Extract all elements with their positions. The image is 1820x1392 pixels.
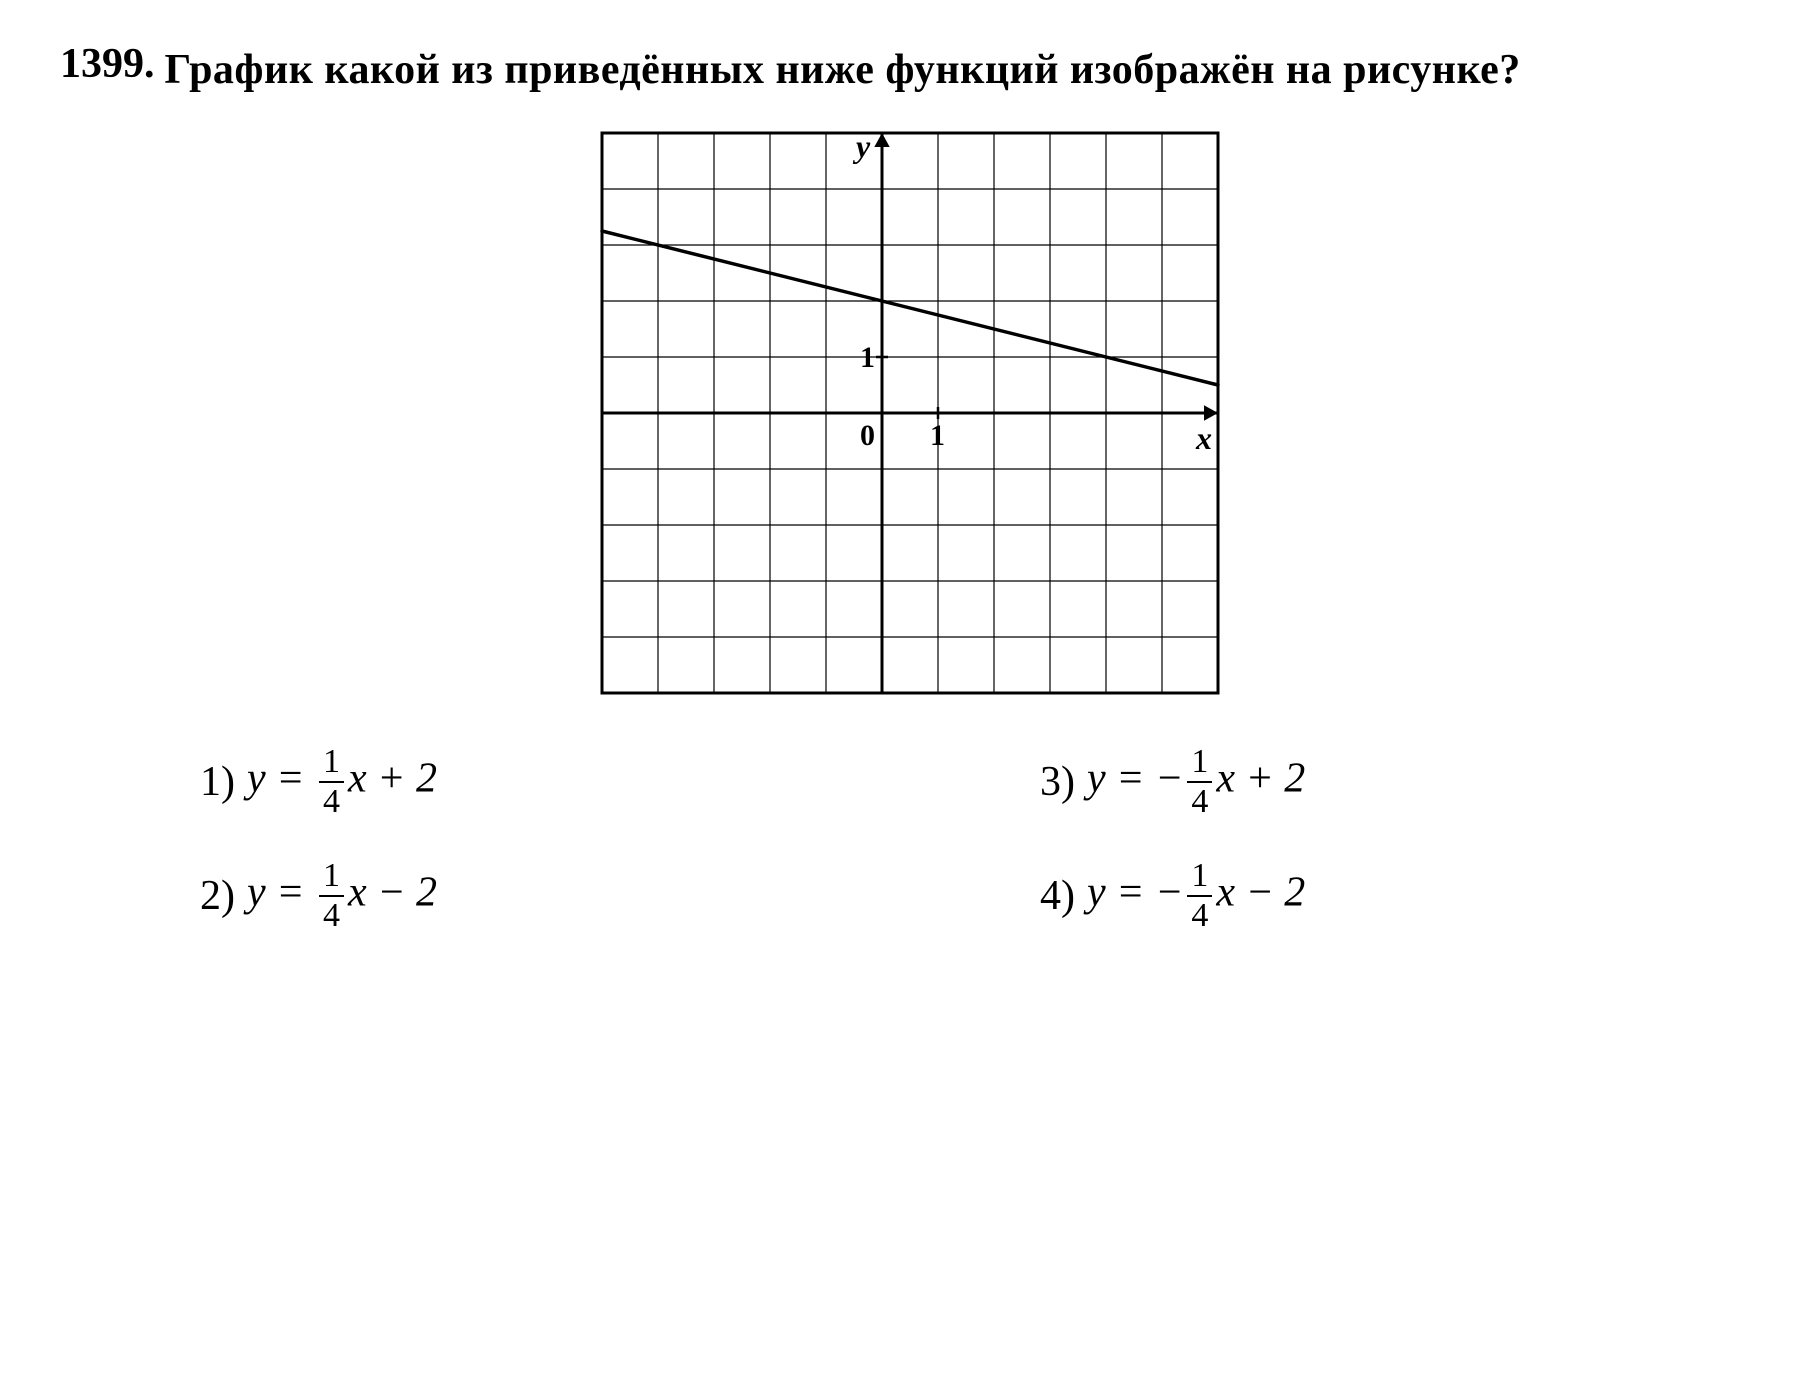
answer-formula: y = 14x − 2 xyxy=(247,859,437,933)
formula-suffix: x − 2 xyxy=(348,870,437,916)
fraction: 14 xyxy=(319,745,344,819)
answer-formula: y = 14x + 2 xyxy=(247,745,437,819)
svg-text:0: 0 xyxy=(860,419,875,452)
problem-header: 1399. График какой из приведённых ниже ф… xyxy=(60,40,1760,101)
answer-label: 3) xyxy=(1040,758,1075,806)
answer-label: 1) xyxy=(200,758,235,806)
fraction-numerator: 1 xyxy=(1187,745,1212,781)
answer-option-1: 1) y = 14x + 2 xyxy=(200,745,920,819)
formula-prefix: y = − xyxy=(1087,870,1183,916)
svg-text:1: 1 xyxy=(930,419,945,452)
formula-suffix: x + 2 xyxy=(348,756,437,802)
fraction-numerator: 1 xyxy=(1187,859,1212,895)
formula-prefix: y = − xyxy=(1087,756,1183,802)
answer-option-2: 2) y = 14x − 2 xyxy=(200,859,920,933)
answer-formula: y = −14x − 2 xyxy=(1087,859,1305,933)
formula-suffix: x − 2 xyxy=(1216,870,1305,916)
formula-prefix: y = xyxy=(247,870,315,916)
fraction-denominator: 4 xyxy=(319,781,344,819)
formula-prefix: y = xyxy=(247,756,315,802)
answer-option-3: 3) y = −14x + 2 xyxy=(1040,745,1760,819)
svg-text:x: x xyxy=(1195,420,1212,456)
fraction: 14 xyxy=(1187,745,1212,819)
answer-label: 4) xyxy=(1040,872,1075,920)
fraction-denominator: 4 xyxy=(319,895,344,933)
fraction-denominator: 4 xyxy=(1187,781,1212,819)
fraction: 14 xyxy=(1187,859,1212,933)
answer-option-4: 4) y = −14x − 2 xyxy=(1040,859,1760,933)
answer-label: 2) xyxy=(200,872,235,920)
fraction: 14 xyxy=(319,859,344,933)
chart-container: 011yx xyxy=(60,131,1760,695)
svg-text:1: 1 xyxy=(860,341,875,374)
formula-suffix: x + 2 xyxy=(1216,756,1305,802)
function-graph: 011yx xyxy=(600,131,1220,695)
fraction-denominator: 4 xyxy=(1187,895,1212,933)
answer-formula: y = −14x + 2 xyxy=(1087,745,1305,819)
fraction-numerator: 1 xyxy=(319,745,344,781)
problem-text: График какой из приведённых ниже функций… xyxy=(165,40,1521,101)
problem-number: 1399. xyxy=(60,40,155,88)
fraction-numerator: 1 xyxy=(319,859,344,895)
answer-options: 1) y = 14x + 2 3) y = −14x + 2 2) y = 14… xyxy=(60,745,1760,933)
